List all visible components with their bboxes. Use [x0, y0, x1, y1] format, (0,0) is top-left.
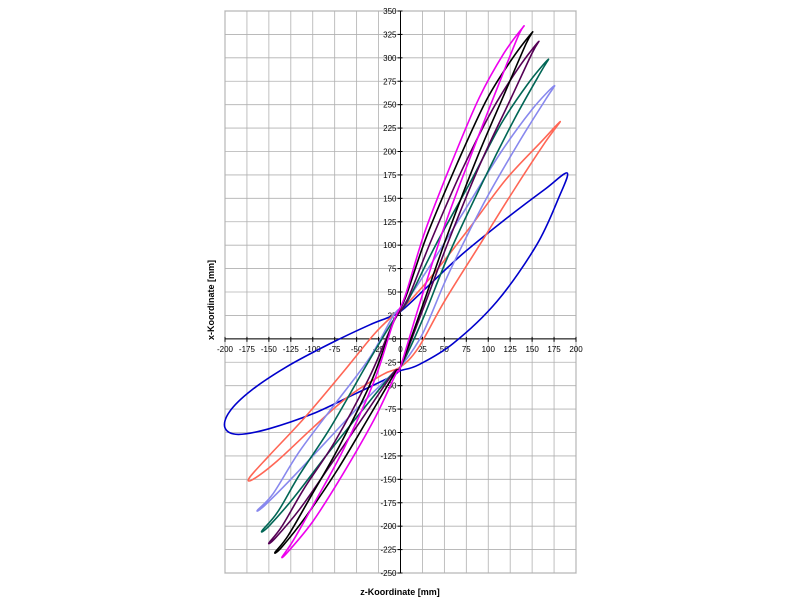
x-axis-title: z-Koordinate [mm]: [360, 587, 440, 597]
y-tick-label: -250: [380, 569, 397, 578]
x-tick-label: -25: [373, 345, 385, 354]
y-tick-label: -125: [380, 452, 397, 461]
y-tick-label: 200: [383, 148, 397, 157]
x-tick-labels: -200 -175 -150 -125 -100 -75 -50 -25 0 25 50 75 100 1…: [217, 345, 583, 354]
x-tick-label: -150: [261, 345, 278, 354]
y-tick-label: 125: [383, 218, 397, 227]
series-layer: [223, 25, 569, 559]
y-tick-label: -175: [380, 499, 397, 508]
x-tick-label: -125: [283, 345, 300, 354]
y-tick-label: 50: [388, 288, 397, 297]
y-tick-label: -100: [380, 429, 397, 438]
y-tick-label: 225: [383, 124, 397, 133]
y-tick-label: 150: [383, 194, 397, 203]
zero-axes: [224, 10, 577, 574]
x-tick-label: 150: [525, 345, 539, 354]
x-tick-label: -175: [239, 345, 256, 354]
x-tick-label: 25: [418, 345, 427, 354]
x-tick-label: -200: [217, 345, 234, 354]
series-loop-3: [256, 84, 556, 512]
y-tick-label: 325: [383, 30, 397, 39]
y-tick-label: -225: [380, 546, 397, 555]
x-tick-label: -50: [351, 345, 363, 354]
y-axis-title: x-Koordinate [mm]: [206, 260, 216, 340]
y-tick-label: -200: [380, 522, 397, 531]
x-tick-label: 75: [462, 345, 471, 354]
x-tick-label: 175: [547, 345, 561, 354]
y-tick-label: 75: [388, 265, 397, 274]
series-loop-6: [274, 31, 534, 554]
y-tick-label: -150: [380, 475, 397, 484]
y-tick-label: 100: [383, 241, 397, 250]
x-tick-label: 0: [398, 345, 403, 354]
y-tick-label: 275: [383, 77, 397, 86]
y-tick-label: -25: [385, 358, 397, 367]
y-tick-label: 175: [383, 171, 397, 180]
x-tick-label: -75: [329, 345, 341, 354]
x-tick-label: 125: [504, 345, 518, 354]
x-tick-label: 200: [569, 345, 583, 354]
x-tick-label: 100: [482, 345, 496, 354]
series-loop-1: [223, 172, 569, 436]
y-tick-label: 0: [392, 335, 397, 344]
y-tick-label: 300: [383, 54, 397, 63]
y-tick-label: 350: [383, 7, 397, 16]
x-tick-label: -100: [305, 345, 322, 354]
y-tick-label: 250: [383, 101, 397, 110]
series-loop-5: [267, 40, 540, 545]
series-loop-7: [281, 25, 525, 559]
y-tick-label: -75: [385, 405, 397, 414]
